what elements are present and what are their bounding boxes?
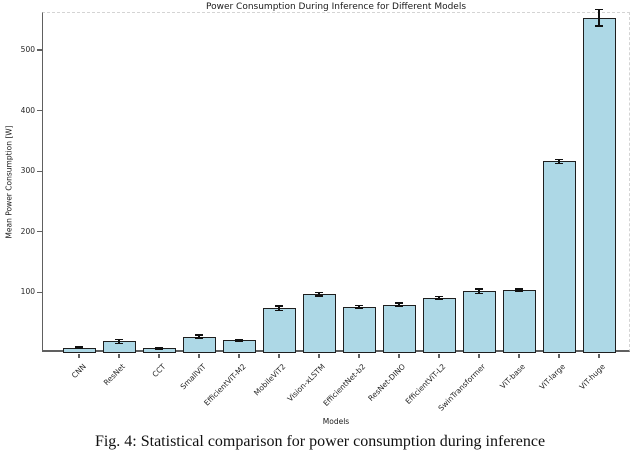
x-tick-label-CCT: CCT: [150, 362, 168, 380]
figure-caption: Fig. 4: Statistical comparison for power…: [94, 433, 546, 450]
error-bar-cap-bottom: [115, 342, 123, 345]
y-tick-label: 500: [20, 44, 35, 54]
error-bar-line: [318, 292, 320, 297]
x-tick-label-SmallViT: SmallViT: [178, 362, 208, 392]
bar-ViT-base: [502, 289, 536, 353]
error-bar-line: [358, 305, 360, 309]
error-bar-cap-top: [515, 288, 523, 290]
y-tick-mark: [37, 231, 42, 233]
x-tick-mark: [358, 354, 360, 358]
error-bar-line: [238, 339, 240, 342]
x-tick-mark: [598, 354, 600, 358]
x-tick-mark: [118, 354, 120, 358]
x-tick-mark: [78, 354, 80, 358]
y-axis-label: Mean Power Consumption [W]: [4, 125, 14, 239]
error-bar-line: [198, 334, 200, 339]
error-bar-line: [598, 9, 600, 27]
x-axis-label: Models: [322, 417, 350, 426]
error-bar-cap-top: [155, 346, 163, 349]
y-tick-label: 100: [20, 287, 35, 297]
x-tick-label-CNN: CNN: [69, 362, 88, 381]
error-bar-cap-bottom: [195, 337, 203, 339]
bar-SmallViT: [182, 336, 216, 353]
x-tick-label-Vision-xLSTM: Vision-xLSTM: [285, 362, 328, 404]
bar-Vision-xLSTM: [302, 294, 336, 353]
error-bar-cap-bottom: [515, 290, 523, 292]
bar-ResNet-DINO: [382, 304, 416, 353]
error-bar-cap-bottom: [275, 309, 283, 312]
bar-ViT-huge: [582, 17, 616, 353]
y-tick-mark: [37, 170, 42, 172]
error-bar-line: [438, 296, 440, 300]
x-tick-label-EfficientNet-b2: EfficientNet-b2: [321, 362, 368, 408]
x-tick-mark: [318, 354, 320, 358]
y-tick-mark: [37, 109, 42, 112]
error-bar-line: [278, 305, 280, 311]
y-tick-mark: [37, 49, 42, 51]
error-bar-cap-bottom: [75, 347, 83, 349]
x-tick-mark: [398, 354, 400, 358]
error-bar-cap-top: [475, 288, 483, 290]
error-bar-cap-bottom: [555, 162, 563, 165]
x-tick-label-ViT-huge: ViT-huge: [577, 362, 608, 392]
bar-EfficientNet-b2: [342, 306, 376, 353]
error-bar-cap-bottom: [595, 25, 603, 27]
error-bar-cap-bottom: [395, 305, 403, 307]
x-tick-label-EfficientViT-L2: EfficientViT-L2: [403, 362, 448, 406]
x-tick-label-ResNet-DINO: ResNet-DINO: [366, 362, 408, 403]
error-bar-cap-bottom: [435, 298, 443, 300]
bar-MobileViT2: [262, 308, 296, 353]
x-tick-label-ResNet: ResNet: [102, 362, 128, 388]
x-tick-mark: [158, 354, 160, 358]
y-tick-label: 300: [20, 166, 35, 176]
y-tick-label: 400: [20, 105, 35, 115]
error-bar-cap-top: [195, 334, 203, 336]
x-tick-label-EfficientViT-M2: EfficientViT-M2: [201, 362, 248, 408]
bar-EfficientViT-L2: [422, 297, 456, 353]
error-bar-cap-bottom: [235, 340, 243, 342]
error-bar-cap-bottom: [315, 295, 323, 297]
x-tick-label-MobileViT2: MobileViT2: [251, 362, 288, 398]
error-bar-cap-bottom: [475, 292, 483, 295]
error-bar-cap-top: [395, 302, 403, 304]
error-bar-cap-top: [355, 304, 363, 307]
chart-title: Power Consumption During Inference for D…: [205, 2, 467, 12]
bar-EfficientViT-M2: [222, 340, 256, 353]
x-tick-mark: [518, 354, 520, 358]
bar-ViT-large: [542, 161, 576, 353]
error-bar-cap-top: [115, 338, 123, 341]
error-bar-line: [398, 302, 400, 307]
error-bar-cap-top: [275, 305, 283, 307]
bar-SwinTransformer: [462, 291, 496, 353]
error-bar-cap-bottom: [355, 307, 363, 309]
x-tick-label-ViT-large: ViT-large: [537, 362, 568, 392]
y-tick-mark: [37, 291, 42, 293]
x-tick-mark: [198, 354, 200, 358]
error-bar-cap-bottom: [155, 348, 163, 350]
y-tick-label: 200: [20, 226, 35, 236]
x-tick-mark: [558, 354, 560, 358]
error-bar-cap-top: [435, 295, 443, 298]
error-bar-cap-top: [75, 346, 83, 348]
error-bar-cap-top: [555, 158, 563, 161]
x-tick-label-ViT-base: ViT-base: [498, 362, 528, 391]
error-bar-cap-top: [235, 338, 243, 341]
error-bar-line: [518, 288, 520, 292]
error-bar-line: [558, 159, 560, 164]
x-tick-mark: [278, 354, 280, 358]
error-bar-line: [118, 339, 120, 344]
x-tick-mark: [478, 354, 480, 358]
error-bar-line: [478, 288, 480, 294]
x-tick-mark: [238, 354, 240, 358]
error-bar-cap-top: [315, 291, 323, 294]
error-bar-cap-top: [595, 8, 603, 11]
plot-area: 100 200 300 400 500 CNN ResNet CCT SmallViT Effic…: [21, 8, 630, 413]
x-tick-mark: [438, 354, 440, 358]
